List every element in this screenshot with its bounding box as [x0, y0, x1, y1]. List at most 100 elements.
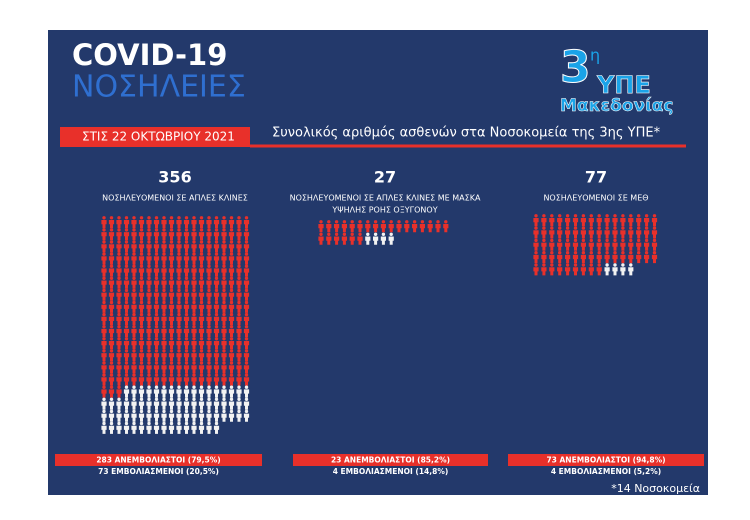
person-body: [108, 365, 115, 374]
person-head: [102, 421, 106, 426]
person-body: [161, 389, 167, 398]
person-body: [123, 280, 130, 289]
person-body: [206, 244, 212, 253]
person-head: [124, 421, 129, 426]
person-body: [213, 256, 220, 265]
person-body: [380, 236, 386, 245]
person-head: [629, 214, 633, 218]
person-body: [131, 292, 137, 301]
person-head: [124, 409, 129, 414]
person-body: [620, 254, 626, 264]
person-body: [228, 268, 235, 277]
person-head: [147, 216, 151, 220]
person-body: [168, 292, 175, 301]
person-body: [221, 365, 227, 374]
person-head: [573, 263, 578, 267]
person-head: [613, 251, 617, 255]
person-body: [572, 230, 579, 239]
person-body: [236, 280, 242, 289]
person-head: [124, 337, 129, 341]
vaccinated-icons: [604, 263, 634, 276]
person-head: [621, 214, 625, 218]
person-body: [123, 244, 130, 253]
person-head: [117, 240, 121, 244]
person-body: [243, 413, 250, 422]
person-head: [169, 373, 174, 377]
person-body: [108, 280, 115, 289]
person-body: [161, 316, 167, 325]
person-head: [214, 312, 219, 317]
person-body: [116, 256, 122, 265]
person-head: [244, 312, 249, 317]
person-body: [123, 292, 130, 301]
person-head: [192, 312, 196, 317]
person-head: [229, 385, 234, 389]
person-body: [644, 230, 650, 239]
person-body: [176, 365, 182, 374]
person-head: [139, 337, 144, 341]
person-body: [533, 242, 539, 251]
person-body: [620, 242, 626, 251]
person-head: [192, 349, 196, 353]
person-body: [123, 365, 130, 374]
person-head: [199, 337, 204, 341]
person-body: [191, 232, 197, 241]
person-body: [243, 377, 250, 386]
person-head: [117, 312, 121, 317]
person-body: [221, 316, 227, 325]
person-body: [191, 341, 197, 350]
person-head: [192, 421, 196, 426]
person-head: [605, 214, 609, 218]
person-body: [533, 267, 539, 276]
person-body: [565, 254, 571, 264]
person-head: [652, 214, 657, 218]
person-head: [222, 228, 226, 232]
person-body: [108, 256, 115, 265]
person-head: [184, 216, 189, 220]
person-head: [154, 300, 159, 305]
person-body: [168, 280, 175, 289]
person-body: [123, 316, 130, 325]
person-head: [109, 264, 114, 268]
person-body: [198, 220, 205, 229]
person-head: [124, 288, 129, 293]
person-head: [222, 397, 226, 401]
person-body: [243, 365, 250, 374]
person-head: [132, 264, 136, 268]
person-body: [373, 224, 379, 233]
person-body: [153, 268, 160, 277]
person-body: [236, 377, 242, 386]
person-body: [101, 292, 107, 301]
person-head: [214, 385, 219, 389]
person-body: [191, 413, 197, 422]
person-head: [177, 409, 181, 414]
person-body: [146, 328, 152, 338]
person-body: [628, 230, 634, 239]
person-head: [102, 264, 106, 268]
person-body: [604, 242, 610, 251]
person-body: [596, 254, 602, 264]
person-head: [154, 409, 159, 414]
person-head: [102, 252, 106, 256]
person-head: [132, 312, 136, 317]
person-head: [177, 337, 181, 341]
person-head: [199, 397, 204, 401]
person-body: [326, 236, 332, 245]
person-body: [138, 232, 145, 241]
person-head: [139, 349, 144, 353]
person-head: [177, 252, 181, 256]
unvaccinated-banner: [508, 454, 704, 466]
person-head: [621, 251, 625, 255]
person-head: [147, 361, 151, 365]
person-body: [620, 218, 626, 227]
person-head: [222, 312, 226, 317]
person-body: [228, 341, 235, 350]
person-head: [229, 312, 234, 317]
person-head: [199, 228, 204, 232]
person-head: [109, 421, 114, 426]
person-head: [169, 264, 174, 268]
person-body: [206, 220, 212, 229]
person-body: [191, 365, 197, 374]
person-head: [154, 421, 159, 426]
person-body: [153, 401, 160, 410]
